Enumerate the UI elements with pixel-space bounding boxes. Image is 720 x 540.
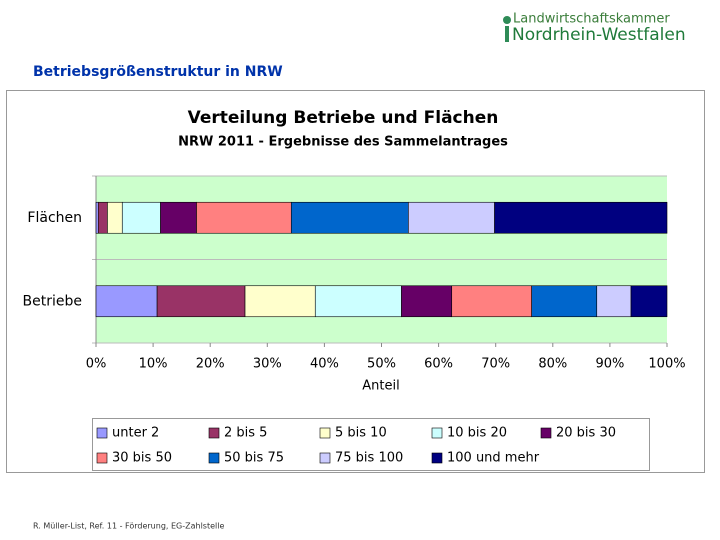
bar-segment xyxy=(596,285,632,318)
x-tick-label: 60% xyxy=(424,357,453,372)
bar-segment xyxy=(494,201,668,234)
bar-segment xyxy=(95,285,158,318)
legend-swatch xyxy=(540,427,552,439)
bar-segment xyxy=(408,201,495,234)
x-tick-label: 10% xyxy=(139,357,168,372)
bar-segment xyxy=(121,201,161,234)
bar-segment xyxy=(314,285,402,318)
bar-segment xyxy=(630,285,668,318)
legend-label: 50 bis 75 xyxy=(224,451,284,466)
chart-title: Verteilung Betriebe und Flächen xyxy=(188,108,499,128)
x-axis-label: Anteil xyxy=(362,379,399,394)
legend-box xyxy=(92,418,650,471)
logo-line1: Landwirtschaftskammer xyxy=(513,12,670,27)
footer: R. Müller-List, Ref. 11 - Förderung, EG-… xyxy=(33,522,224,531)
y-tick-label: Flächen xyxy=(27,210,82,226)
legend-label: 100 und mehr xyxy=(447,451,540,466)
bar-segment xyxy=(156,285,246,318)
x-tick-label: 40% xyxy=(310,357,339,372)
y-tick-label: Betriebe xyxy=(23,293,82,309)
legend-label: 75 bis 100 xyxy=(335,451,403,466)
x-tick-label: 70% xyxy=(481,357,510,372)
logo-dot xyxy=(503,16,511,24)
legend-swatch xyxy=(96,452,108,464)
x-tick-label: 30% xyxy=(253,357,282,372)
x-tick-label: 90% xyxy=(595,357,624,372)
x-tick-label: 50% xyxy=(367,357,396,372)
chart-subtitle: NRW 2011 - Ergebnisse des Sammelantrages xyxy=(178,135,508,150)
bar-segment xyxy=(107,201,123,234)
bar-segment xyxy=(196,201,292,234)
legend-swatch xyxy=(431,427,443,439)
legend-swatch xyxy=(319,427,331,439)
legend-label: 2 bis 5 xyxy=(224,426,267,441)
legend-label: 30 bis 50 xyxy=(112,451,172,466)
x-tick-label: 20% xyxy=(196,357,225,372)
bar-segment xyxy=(290,201,409,234)
legend-label: 5 bis 10 xyxy=(335,426,387,441)
legend-label: 20 bis 30 xyxy=(556,426,616,441)
logo-bar xyxy=(505,26,509,42)
legend-label: 10 bis 20 xyxy=(447,426,507,441)
legend-label: unter 2 xyxy=(112,426,159,441)
bar-segment xyxy=(244,285,316,318)
bar-segment xyxy=(401,285,453,318)
heading: Betriebsgrößenstruktur in NRW xyxy=(33,64,283,80)
bar-segment xyxy=(160,201,197,234)
legend-swatch xyxy=(96,427,108,439)
bar-segment xyxy=(97,201,108,234)
logo-line2: Nordrhein-Westfalen xyxy=(512,25,686,45)
x-tick-label: 80% xyxy=(538,357,567,372)
legend-swatch xyxy=(431,452,443,464)
bar-segment xyxy=(95,201,99,234)
x-tick-label: 0% xyxy=(86,357,107,372)
legend-swatch xyxy=(208,427,220,439)
bar-segment xyxy=(531,285,598,318)
legend-swatch xyxy=(319,452,331,464)
legend-swatch xyxy=(208,452,220,464)
bar-segment xyxy=(451,285,532,318)
x-tick-label: 100% xyxy=(648,357,685,372)
